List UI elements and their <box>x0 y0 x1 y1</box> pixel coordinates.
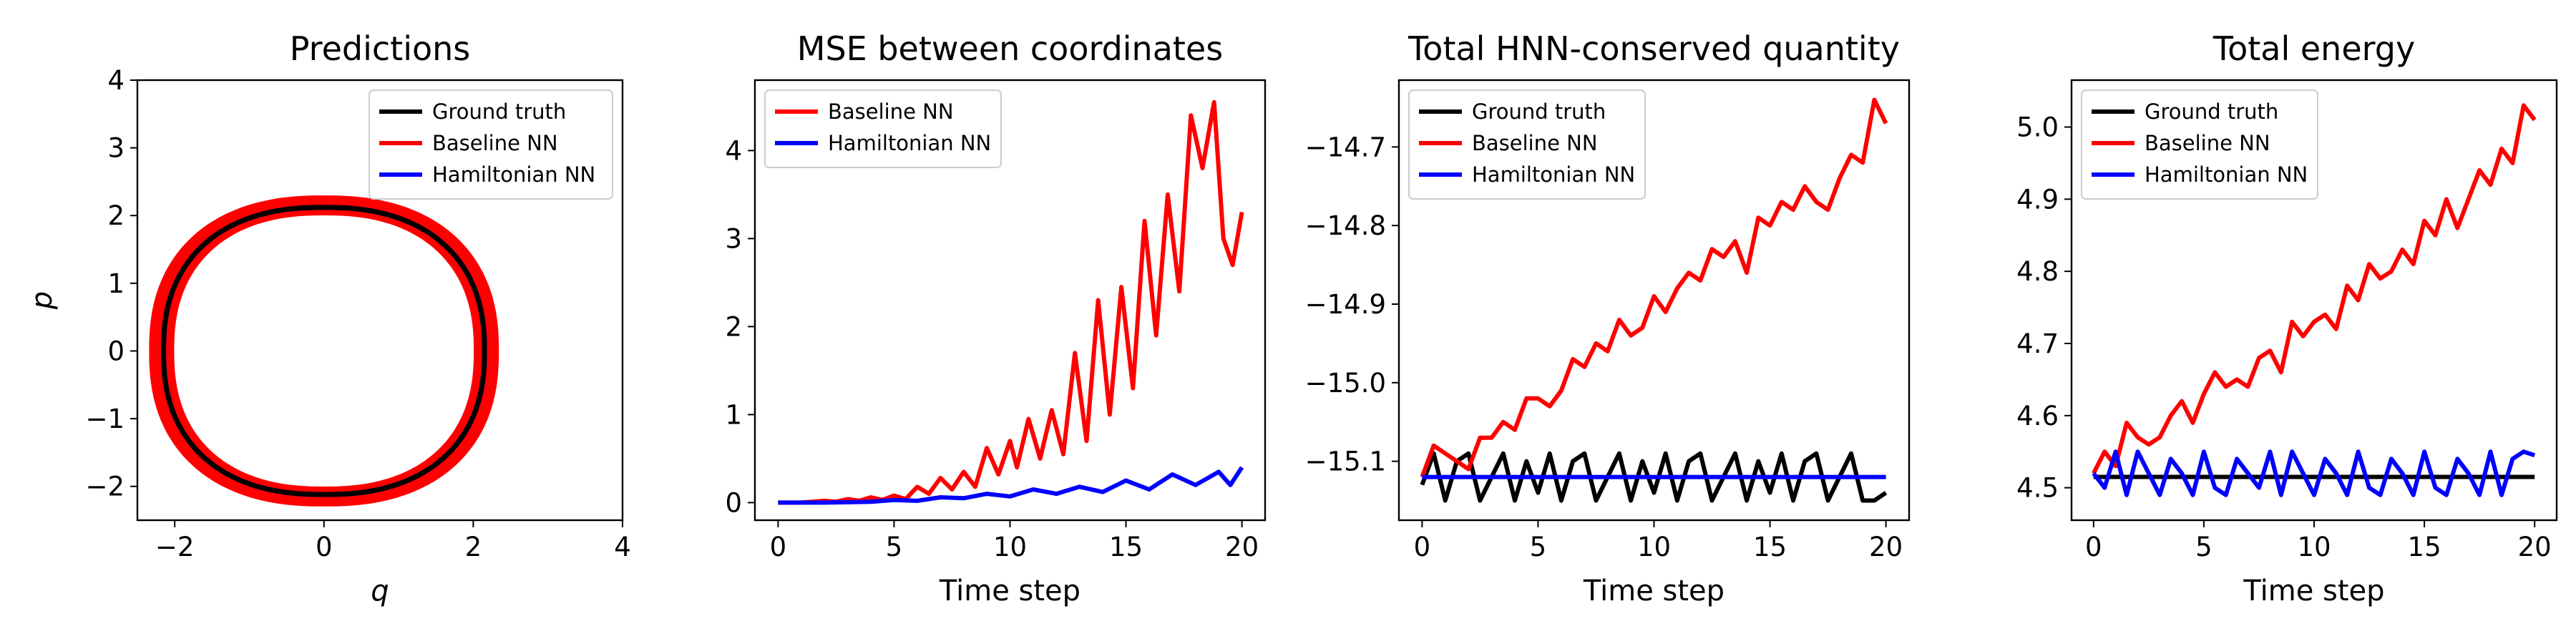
x-axis-label: Time step <box>2243 575 2384 608</box>
y-tick-label: 1 <box>107 268 125 299</box>
plot-area <box>149 195 499 507</box>
legend-label: Baseline NN <box>432 131 558 155</box>
plot-area <box>2092 103 2537 497</box>
x-tick-label: 10 <box>2297 532 2331 562</box>
legend-label: Ground truth <box>2145 99 2278 124</box>
x-tick-label: 5 <box>1530 532 1547 562</box>
axes-frame <box>1397 79 1911 522</box>
series-line-hamiltonian-nn <box>778 466 1244 505</box>
y-tick-label: 4.5 <box>2016 473 2059 504</box>
x-tick-label: 0 <box>770 532 787 562</box>
x-axis-label: q <box>371 575 389 608</box>
chart-panel-2: MSE between coordinates 0 5 10 15 20 0 1 2 3 4 Time… <box>725 29 1267 608</box>
x-tick-label: −2 <box>155 532 195 562</box>
axes-frame <box>753 79 1267 522</box>
legend-box <box>1408 89 1646 200</box>
x-tick-label: 20 <box>2518 532 2552 562</box>
x-tick-label: 5 <box>2195 532 2212 562</box>
legend-label: Hamiltonian NN <box>828 131 991 155</box>
y-tick-label: 2 <box>107 200 125 231</box>
x-tick-label: 4 <box>614 532 631 562</box>
legend-label: Hamiltonian NN <box>2145 162 2308 187</box>
legend-label: Hamiltonian NN <box>432 162 595 187</box>
x-tick-label: 20 <box>1869 532 1903 562</box>
x-tick-label: 0 <box>316 532 333 562</box>
x-tick-label: 0 <box>2085 532 2102 562</box>
y-tick-label: 4.9 <box>2016 184 2059 215</box>
x-tick-label: 15 <box>2408 532 2441 562</box>
x-tick-label: 15 <box>1109 532 1143 562</box>
series-line-baseline-nn <box>2092 103 2537 474</box>
y-axis-label: p <box>26 291 59 310</box>
y-tick-label: −15.1 <box>1305 447 1386 477</box>
legend-label: Baseline NN <box>1472 131 1598 155</box>
y-tick-label: −14.8 <box>1305 210 1386 241</box>
legend-label: Hamiltonian NN <box>1472 162 1635 187</box>
y-tick-label: −14.7 <box>1305 132 1386 162</box>
axes-frame <box>136 79 624 522</box>
y-tick-label: 4.7 <box>2016 328 2059 359</box>
legend-label: Ground truth <box>1472 99 1606 124</box>
x-tick-label: 20 <box>1225 532 1259 562</box>
series-line-hamiltonian-nn <box>2092 449 2536 497</box>
y-tick-label: 0 <box>107 336 125 366</box>
y-tick-label: −14.9 <box>1305 289 1386 320</box>
x-tick-label: 0 <box>1414 532 1431 562</box>
legend-label: Ground truth <box>432 99 566 124</box>
y-tick-label: 2 <box>725 311 742 342</box>
chart-title: Total energy <box>2212 29 2415 68</box>
axes-frame <box>2070 79 2558 522</box>
x-tick-label: 10 <box>1637 532 1671 562</box>
legend: Baseline NN Hamiltonian NN <box>764 89 1002 168</box>
y-tick-label: −15.0 <box>1305 368 1386 399</box>
y-tick-label: 4.8 <box>2016 256 2059 287</box>
plot-area <box>778 99 1244 505</box>
legend-box <box>2081 89 2318 200</box>
chart-title: MSE between coordinates <box>797 29 1223 68</box>
series-line-hamiltonian-nn <box>160 205 487 497</box>
chart-panel-1: Predictions −2 0 2 4 −2 −1 0 1 2 3 4 q p Ground truth B… <box>26 29 631 608</box>
y-tick-label: −2 <box>85 472 125 502</box>
y-tick-label: 0 <box>725 487 742 518</box>
x-tick-label: 2 <box>465 532 482 562</box>
y-tick-label: 1 <box>725 399 742 430</box>
chart-panel-4: Total energy 0 5 10 15 20 4.5 4.6 4.7 4.8 4.9 5.0 Ti… <box>2016 29 2558 608</box>
plot-area <box>1420 97 1888 503</box>
y-tick-label: 3 <box>725 223 742 254</box>
x-axis-label: Time step <box>1583 575 1724 608</box>
chart-panel-3: Total HNN-conserved quantity 0 5 10 15 20 −15.… <box>1305 29 1911 608</box>
legend: Ground truth Baseline NN Hamiltonian NN <box>369 89 613 200</box>
x-tick-label: 10 <box>993 532 1027 562</box>
legend: Ground truth Baseline NN Hamiltonian NN <box>2081 89 2318 200</box>
series-line-ground-truth <box>1420 451 1888 503</box>
y-tick-label: 5.0 <box>2016 112 2059 143</box>
series-line-ground-truth <box>160 205 487 497</box>
chart-title: Predictions <box>290 29 470 68</box>
y-tick-label: −1 <box>85 404 125 434</box>
x-tick-label: 15 <box>1753 532 1787 562</box>
legend-box <box>764 89 1002 168</box>
legend: Ground truth Baseline NN Hamiltonian NN <box>1408 89 1646 200</box>
x-tick-label: 5 <box>886 532 903 562</box>
y-tick-label: 3 <box>107 133 125 164</box>
series-line-baseline-nn <box>778 99 1244 505</box>
series-line-baseline-nn <box>1420 97 1888 478</box>
x-axis-label: Time step <box>939 575 1080 608</box>
y-tick-label: 4 <box>725 135 742 166</box>
chart-title: Total HNN-conserved quantity <box>1407 29 1900 68</box>
y-tick-label: 4 <box>107 65 125 96</box>
y-tick-label: 4.6 <box>2016 401 2059 431</box>
legend-box <box>369 89 613 200</box>
legend-label: Baseline NN <box>2145 131 2270 155</box>
legend-label: Baseline NN <box>828 99 954 124</box>
